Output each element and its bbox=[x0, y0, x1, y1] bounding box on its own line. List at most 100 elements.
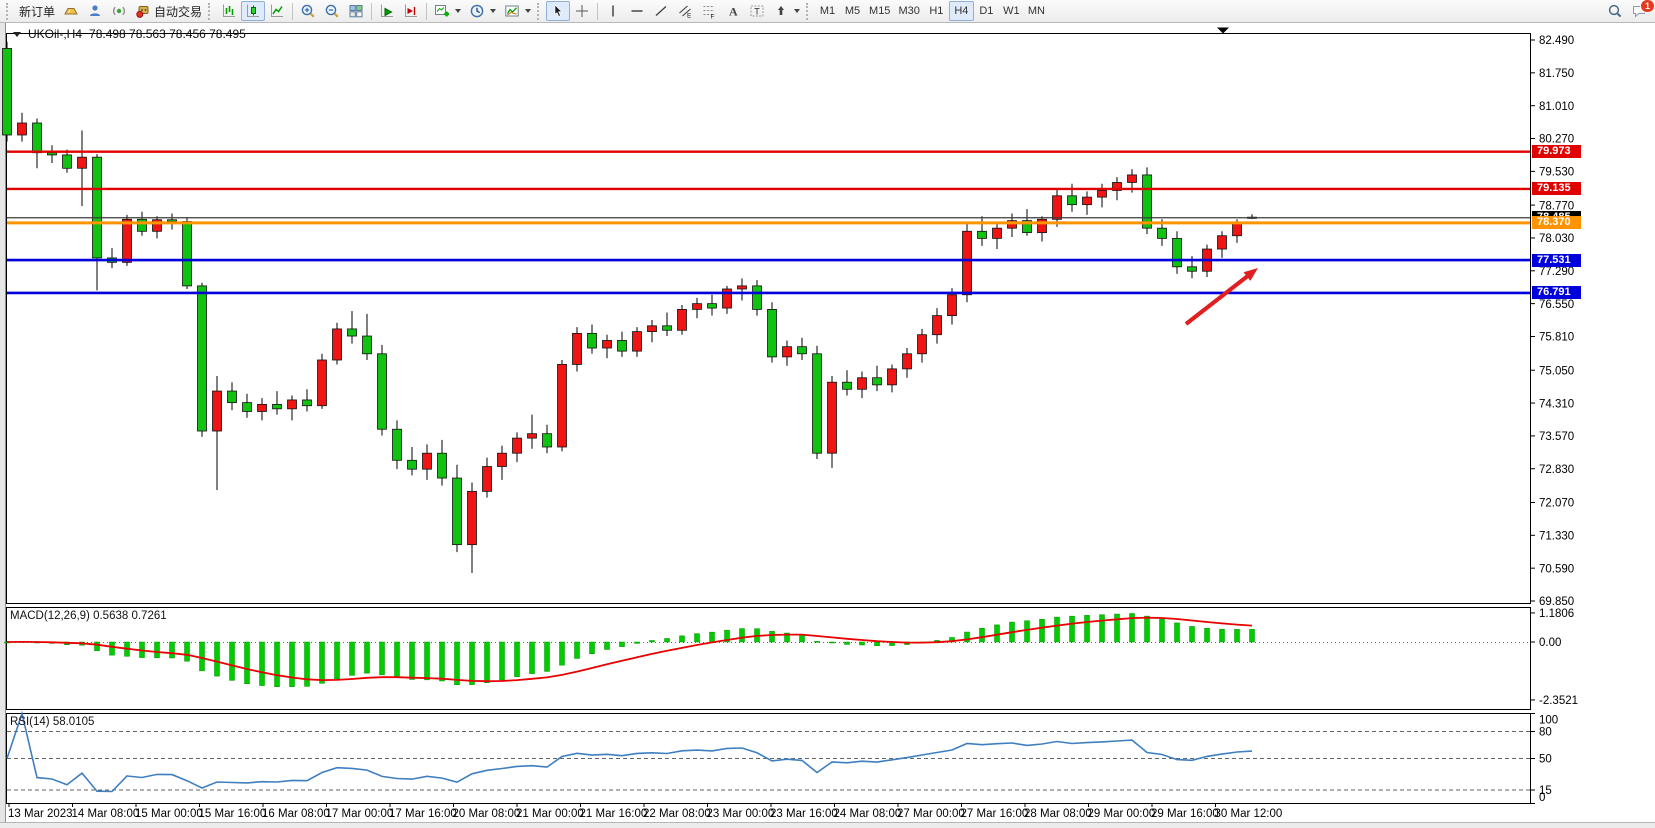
candle-up bbox=[1217, 235, 1227, 250]
scroll-to-end-marker[interactable] bbox=[1217, 27, 1229, 34]
fibonacci-button[interactable]: F bbox=[697, 1, 721, 21]
arrow-annotation-head[interactable] bbox=[1243, 268, 1258, 281]
zoom-out-button[interactable] bbox=[320, 1, 344, 21]
svg-text:T: T bbox=[754, 7, 760, 17]
macd-bar bbox=[184, 641, 190, 662]
timeframe-mn-button[interactable]: MN bbox=[1024, 1, 1049, 21]
vertical-line-button[interactable] bbox=[601, 1, 625, 21]
toolbar-grip[interactable] bbox=[537, 2, 542, 20]
price-axis-tick: 80.270 bbox=[1539, 134, 1574, 146]
timeframe-m5-button[interactable]: M5 bbox=[840, 1, 865, 21]
market-button[interactable] bbox=[59, 1, 83, 21]
candle-up bbox=[692, 303, 702, 310]
horizontal-line-icon bbox=[631, 10, 643, 12]
timeframe-m30-button[interactable]: M30 bbox=[894, 1, 923, 21]
new-order-button[interactable]: 新订单 bbox=[15, 1, 59, 21]
macd-pane[interactable] bbox=[6, 607, 1531, 710]
toolbar-grip[interactable] bbox=[208, 2, 213, 20]
periods-button[interactable] bbox=[465, 1, 500, 21]
macd-bar bbox=[1174, 622, 1180, 643]
macd-bar bbox=[1024, 620, 1030, 643]
candle-down bbox=[182, 221, 192, 287]
arrows-button[interactable] bbox=[769, 1, 804, 21]
toolbar-grip[interactable] bbox=[6, 2, 11, 20]
timeframe-label: D1 bbox=[979, 5, 994, 17]
time-axis-label: 23 Mar 00:00 bbox=[707, 808, 775, 820]
arrow-shapes-icon bbox=[778, 6, 785, 15]
line-chart-icon bbox=[271, 4, 284, 17]
candle-down bbox=[587, 332, 597, 349]
cursor-button[interactable] bbox=[546, 1, 571, 21]
timeframe-label: M1 bbox=[819, 5, 836, 17]
price-axis-tick: 78.770 bbox=[1539, 200, 1574, 212]
timeframe-d1-button[interactable]: D1 bbox=[974, 1, 999, 21]
text-button[interactable]: A bbox=[721, 1, 745, 21]
community-button[interactable] bbox=[83, 1, 107, 21]
arrow-annotation-shaft[interactable] bbox=[1184, 272, 1252, 326]
candle-up bbox=[1082, 196, 1092, 206]
equidistant-channel-button[interactable]: E bbox=[673, 1, 697, 21]
macd-bar bbox=[529, 641, 535, 674]
candle-up bbox=[257, 403, 267, 412]
zoom-in-button[interactable] bbox=[296, 1, 320, 21]
candle-up bbox=[1097, 190, 1107, 198]
time-axis-label: 21 Mar 00:00 bbox=[516, 808, 584, 820]
macd-bar bbox=[769, 631, 775, 643]
macd-bar bbox=[619, 641, 625, 647]
crosshair-button[interactable] bbox=[570, 1, 594, 21]
timeframe-label: W1 bbox=[1003, 5, 1020, 17]
chart-shift-button[interactable] bbox=[399, 1, 423, 21]
notifications-button[interactable]: 1 bbox=[1627, 0, 1655, 21]
trendline-button[interactable] bbox=[649, 1, 673, 21]
macd-bar bbox=[199, 641, 205, 672]
templates-button[interactable] bbox=[500, 1, 535, 21]
chevron-down-icon bbox=[794, 9, 801, 13]
search-button[interactable] bbox=[1603, 1, 1627, 21]
macd-bar bbox=[859, 641, 865, 646]
time-axis-label: 20 Mar 08:00 bbox=[453, 808, 521, 820]
svg-text:E: E bbox=[687, 13, 692, 20]
macd-axis-tick: -2.3521 bbox=[1539, 695, 1578, 707]
signals-button[interactable] bbox=[107, 1, 131, 21]
bar-chart-button[interactable] bbox=[217, 1, 241, 21]
macd-bar bbox=[649, 640, 655, 643]
timeframe-m1-button[interactable]: M1 bbox=[815, 1, 840, 21]
macd-bar bbox=[739, 628, 745, 643]
auto-trading-button[interactable]: 自动交易 bbox=[131, 1, 206, 21]
candle-down bbox=[452, 477, 462, 546]
line-chart-button[interactable] bbox=[265, 1, 289, 21]
tile-windows-button[interactable] bbox=[344, 1, 368, 21]
price-axis-tick: 82.490 bbox=[1539, 35, 1574, 47]
macd-bar bbox=[844, 641, 850, 645]
candle-down bbox=[842, 381, 852, 390]
timeframe-h4-button[interactable]: H4 bbox=[948, 1, 974, 21]
text-label-button[interactable]: T bbox=[745, 1, 769, 21]
toolbar-grip[interactable] bbox=[806, 2, 811, 20]
macd-bar bbox=[319, 641, 325, 684]
horizontal-line-button[interactable] bbox=[625, 1, 649, 21]
candle-up bbox=[422, 452, 432, 470]
macd-bar bbox=[664, 638, 670, 643]
time-axis-label: 16 Mar 08:00 bbox=[262, 808, 330, 820]
candle-up bbox=[332, 328, 342, 361]
price-axis-tick: 76.550 bbox=[1539, 299, 1574, 311]
timeframe-w1-button[interactable]: W1 bbox=[999, 1, 1024, 21]
cursor-arrow-icon bbox=[554, 4, 563, 17]
zoom-in-icon bbox=[301, 4, 315, 18]
auto-scroll-button[interactable] bbox=[375, 1, 399, 21]
macd-bar bbox=[964, 631, 970, 643]
candlestick-chart-button[interactable] bbox=[241, 1, 266, 21]
chart-shift-icon bbox=[405, 4, 418, 17]
macd-bar bbox=[1039, 618, 1045, 643]
price-axis-tick: 70.590 bbox=[1539, 563, 1574, 575]
candle-down bbox=[137, 218, 147, 232]
price-axis-tick: 72.830 bbox=[1539, 464, 1574, 476]
timeframe-m15-button[interactable]: M15 bbox=[865, 1, 894, 21]
signal-broadcast-icon bbox=[113, 6, 125, 16]
macd-bar bbox=[724, 629, 730, 643]
time-axis-label: 30 Mar 12:00 bbox=[1215, 808, 1283, 820]
timeframe-h1-button[interactable]: H1 bbox=[924, 1, 949, 21]
new-chart-button[interactable] bbox=[430, 1, 465, 21]
time-axis-label: 27 Mar 00:00 bbox=[897, 808, 965, 820]
